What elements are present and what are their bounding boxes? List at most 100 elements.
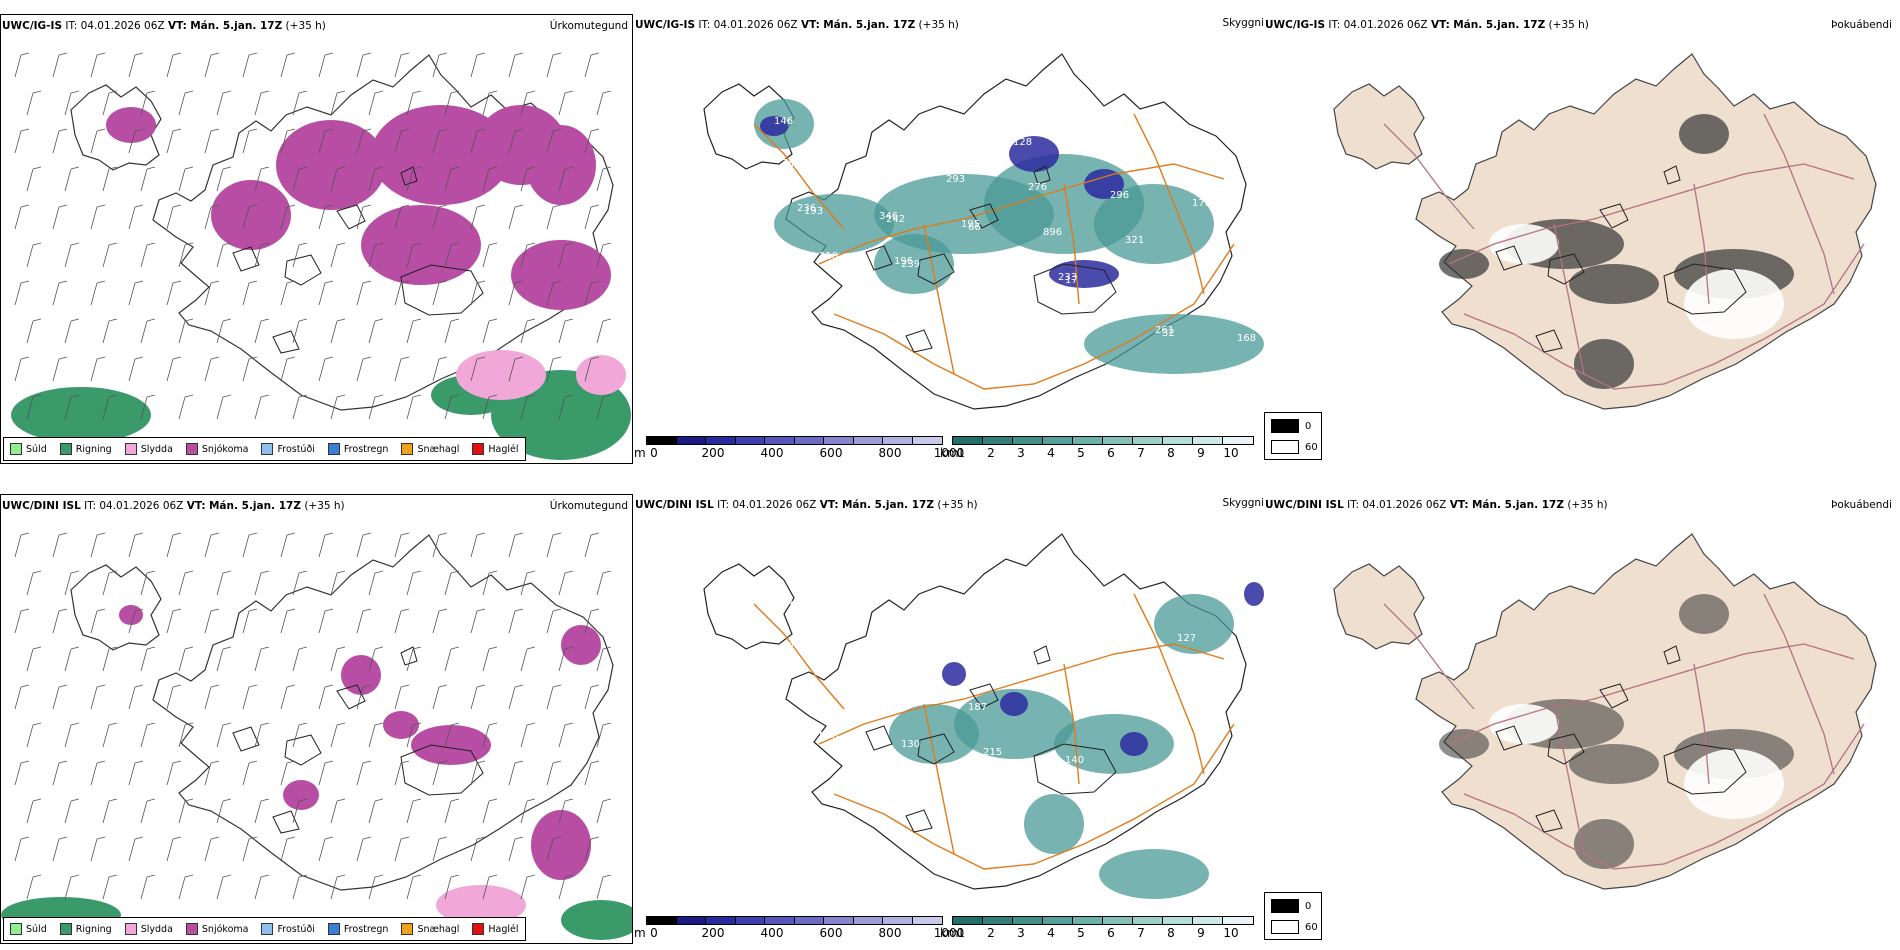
glacier-outline [400, 744, 484, 796]
colorbar-cell [853, 437, 883, 444]
wind-barb [558, 570, 574, 596]
ceiling-value-label: 175 [1192, 198, 1211, 209]
wind-barb [140, 318, 156, 344]
wind-barb [128, 532, 144, 558]
wind-barb [280, 608, 296, 634]
wind-barb [356, 52, 372, 78]
ceiling-value-label: 141 [983, 267, 1002, 278]
wind-barb [356, 684, 372, 710]
wind-barb [318, 280, 334, 306]
wind-barb [216, 798, 232, 824]
legend-label: Snjókoma [201, 923, 249, 935]
ceiling-value-label: 130 [901, 739, 920, 750]
wind-barb [254, 90, 270, 116]
fog-area [1569, 744, 1659, 784]
wind-barb [546, 608, 562, 634]
wind-barb [444, 874, 460, 900]
panel-title: UWC/DINI ISL IT: 04.01.2026 06Z VT: Mán.… [635, 499, 978, 511]
map-layer: 146 58 66 17 32 151 242 141 77 45 193 239 161 172 175 2… [703, 53, 1264, 410]
wind-barb [102, 874, 118, 900]
glacier-outline [232, 726, 260, 752]
wind-barb [368, 646, 384, 672]
glacier-outline [905, 809, 933, 833]
glacier-outline [865, 245, 893, 271]
legend-swatch [327, 443, 340, 455]
wind-barb [280, 280, 296, 306]
colorbar-tick: 0 [650, 926, 658, 940]
glacier-outline [1033, 645, 1051, 665]
low-visibility-area [1094, 184, 1214, 264]
visibility-panel-row2: UWC/DINI ISL IT: 04.01.2026 06Z VT: Mán.… [634, 494, 1264, 944]
visibility-map: 146 58 66 17 32 151 242 141 77 45 193 239 161 172 175 2… [703, 53, 1264, 410]
fog-area [1574, 819, 1634, 869]
wind-barb [318, 356, 334, 382]
wind-barb [394, 836, 410, 862]
wind-barb [102, 798, 118, 824]
road-line [1133, 113, 1205, 295]
panel-title: UWC/IG-IS IT: 04.01.2026 06Z VT: Mán. 5.… [635, 19, 959, 31]
wind-barb [204, 684, 220, 710]
wind-barb [482, 90, 498, 116]
iceland-outline [1415, 53, 1877, 410]
legend-item: Snjókoma [185, 923, 249, 935]
wind-barb [292, 166, 308, 192]
wind-barb [102, 722, 118, 748]
ceiling-value-label: 276 [1028, 182, 1047, 193]
wind-barb [470, 280, 486, 306]
colorbar-cell [1223, 917, 1253, 924]
wind-barb [330, 722, 346, 748]
glacier-outline [1663, 743, 1747, 795]
wind-barb [242, 532, 258, 558]
legend-item: Súld [10, 923, 47, 935]
colorbar-cell [953, 917, 983, 924]
wind-barb [242, 684, 258, 710]
wind-barb [470, 52, 486, 78]
wind-barb [52, 356, 68, 382]
ceiling-value-label: 168 [1237, 333, 1256, 344]
wind-barb [520, 318, 536, 344]
road-line [1463, 723, 1865, 870]
wind-barb [140, 722, 156, 748]
colorbar-cell [647, 437, 677, 444]
wind-barb [64, 646, 80, 672]
wind-barb [204, 532, 220, 558]
wind-barb [558, 90, 574, 116]
ceiling-value-label: 13 [998, 792, 1011, 803]
road-line [923, 223, 955, 375]
ceiling-value-label: 410 [1207, 243, 1226, 254]
low-ceiling-area [942, 662, 966, 686]
wind-barb [596, 722, 612, 748]
ceiling-value-label: 311 [1088, 142, 1107, 153]
wind-barb [520, 166, 536, 192]
glacier-outline [336, 204, 366, 230]
ceiling-value-label: 77 [1080, 320, 1093, 331]
wind-barb [64, 394, 80, 420]
colorbar-tick: 7 [1137, 926, 1145, 940]
wind-barb [14, 684, 30, 710]
wind-barb [470, 532, 486, 558]
legend-item: Slydda [124, 443, 173, 455]
map-layer [1333, 533, 1877, 890]
wind-barb [546, 128, 562, 154]
wind-barb [14, 608, 30, 634]
wind-barb [432, 280, 448, 306]
wind-barb [546, 52, 562, 78]
ceiling-value-label: 236 [797, 203, 816, 214]
wind-barb [26, 242, 42, 268]
ceiling-value-label: 151 [789, 161, 808, 172]
colorbar-unit: m [634, 446, 646, 460]
precip-legend: Súld Rigning Slydda Snjókoma Frostúði Frostre… [3, 917, 526, 941]
ceiling-value-label: 196 [894, 256, 913, 267]
colorbar-cell [706, 437, 736, 444]
legend-item: Frostregn [327, 443, 388, 455]
precip-map [1, 532, 632, 940]
legend-swatch [10, 443, 22, 455]
wind-barb [318, 836, 334, 862]
wind-barb [356, 608, 372, 634]
colorbar-tick: 10 [1223, 446, 1239, 460]
ceiling-value-label: 151 [916, 784, 935, 795]
wind-barb [140, 166, 156, 192]
colorbar-cell [824, 917, 854, 924]
colorbar-cell [1073, 437, 1103, 444]
snow-area [211, 180, 291, 250]
